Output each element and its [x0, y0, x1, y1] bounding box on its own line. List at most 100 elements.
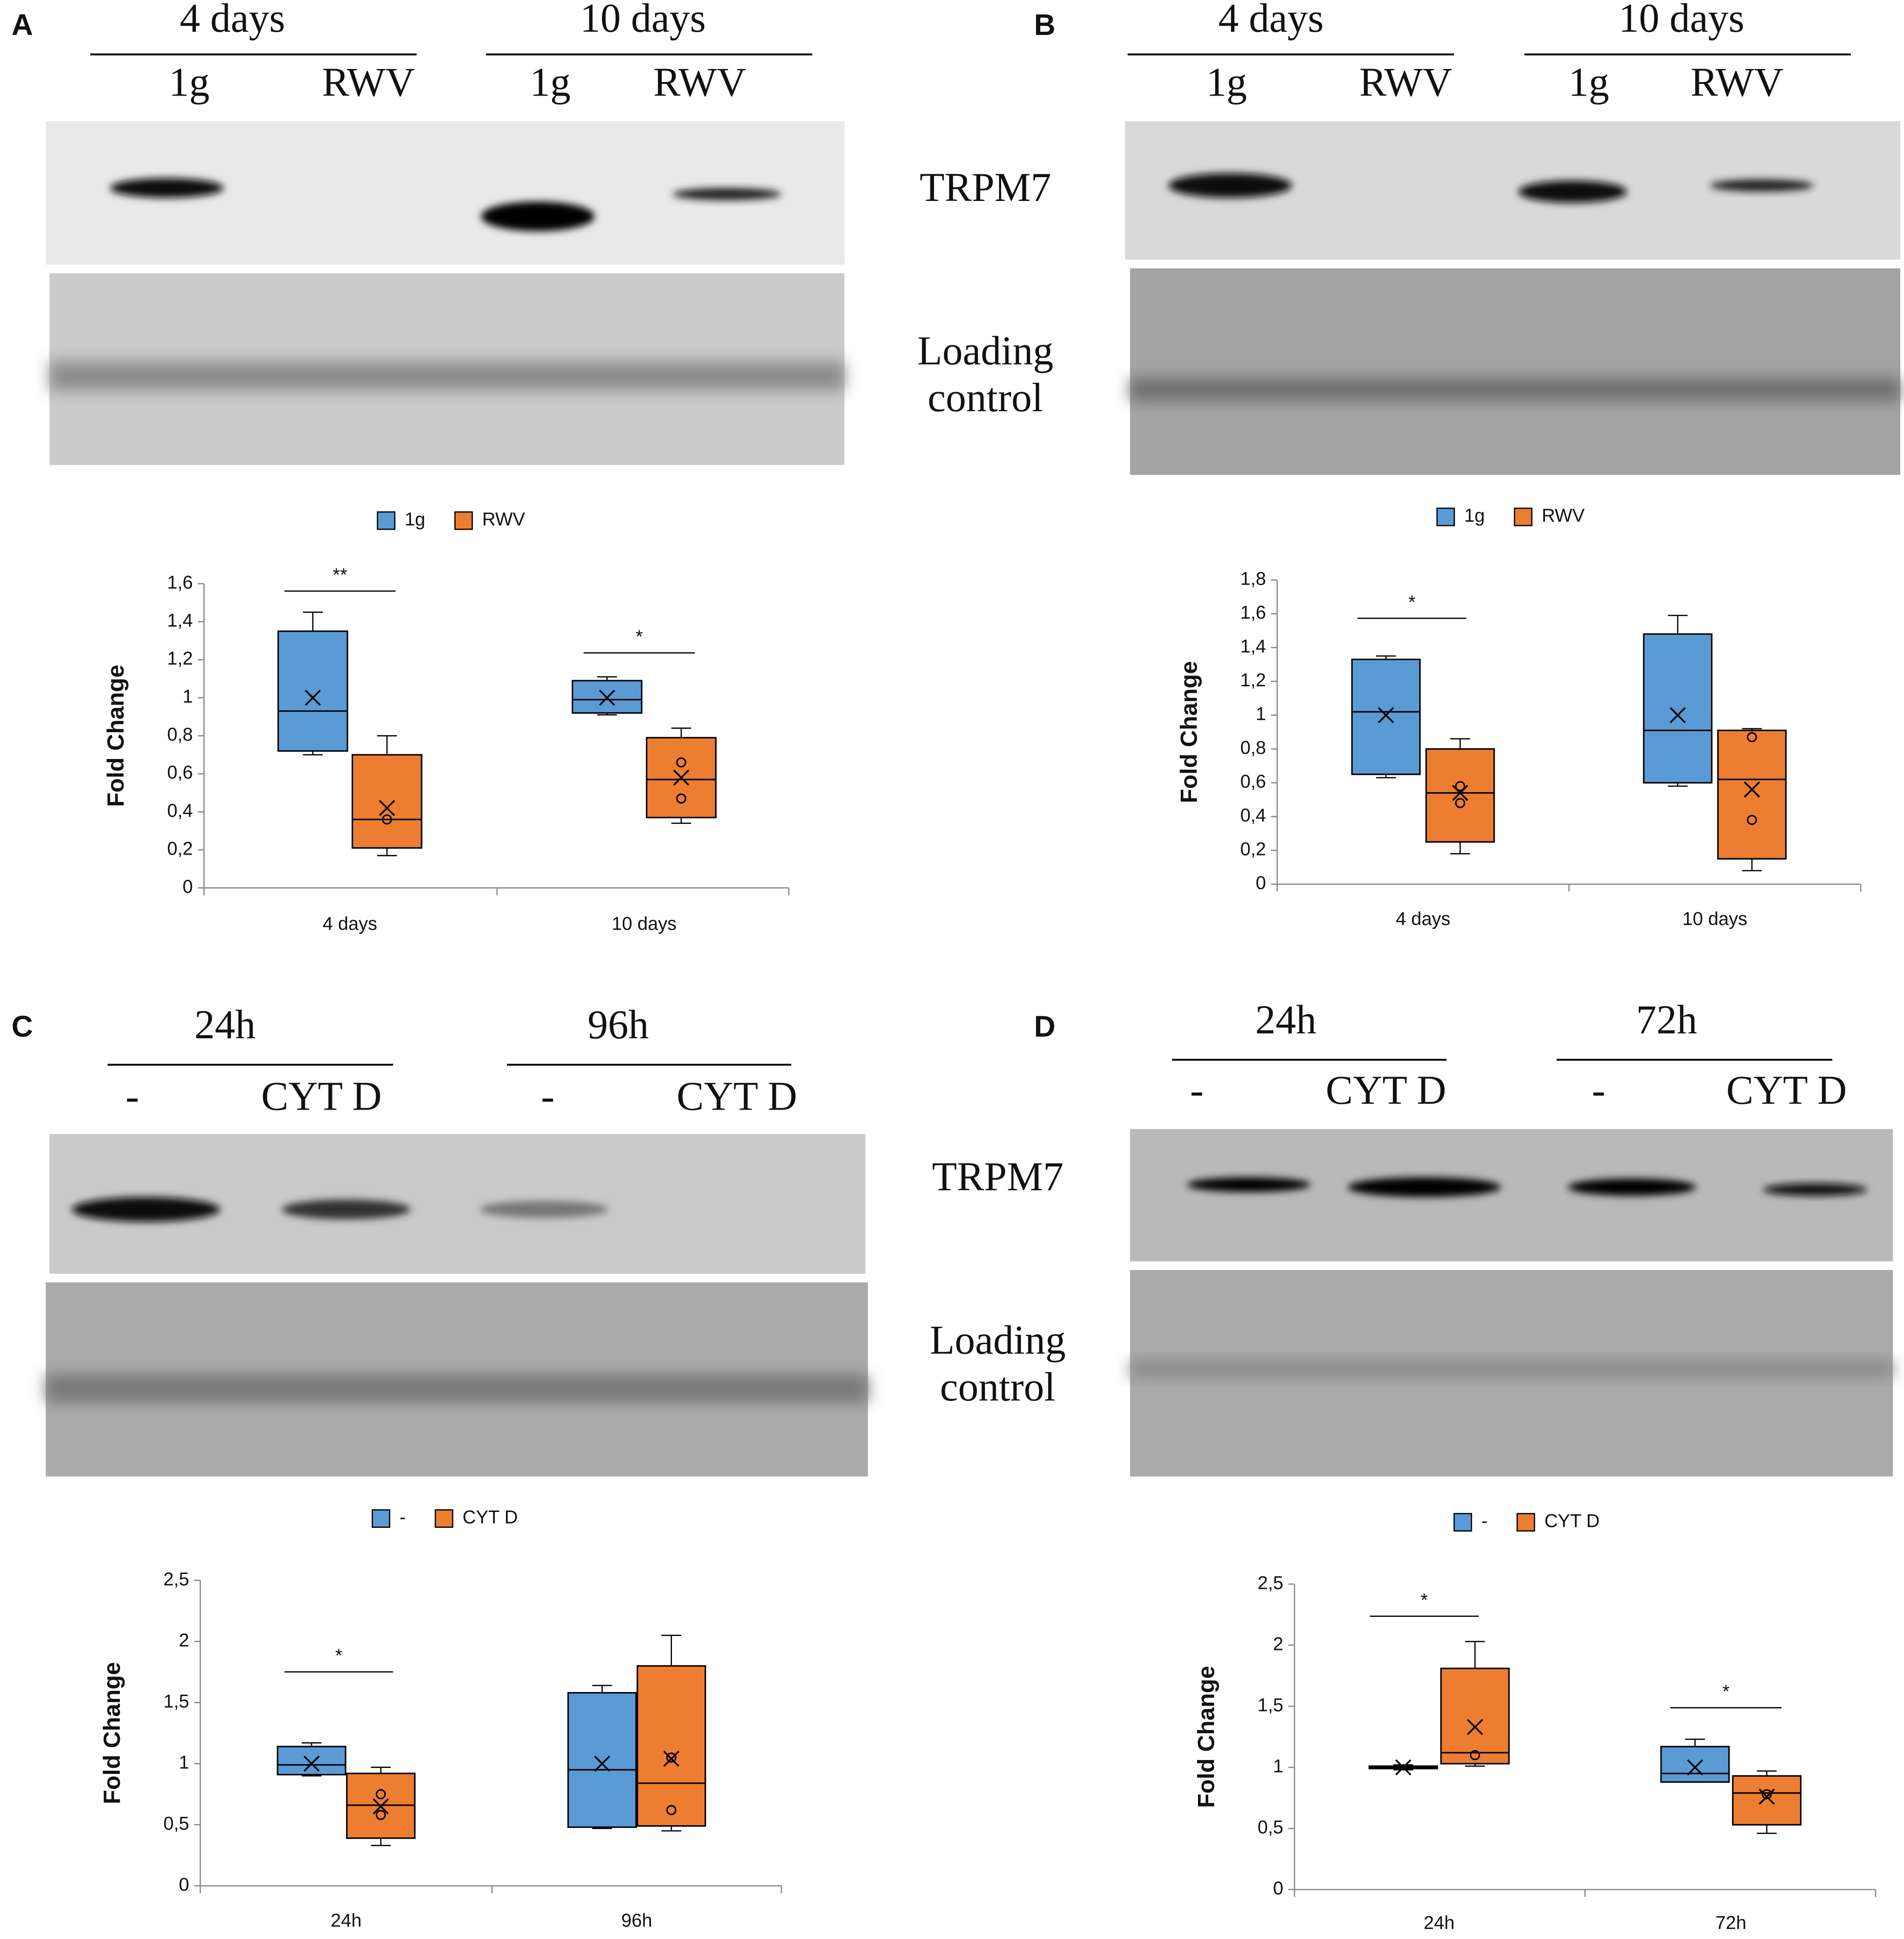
- significance-label: **: [333, 565, 347, 586]
- panel-letter: B: [1034, 8, 1055, 41]
- group-label: 10 days: [580, 0, 706, 41]
- y-tick-label: 0,6: [167, 762, 193, 783]
- lane-label: CYT D: [1726, 1067, 1847, 1112]
- box: [1351, 658, 1421, 775]
- mean-marker: [1744, 781, 1760, 798]
- mean-marker: [1669, 707, 1686, 724]
- y-tick-label: 1,4: [1240, 636, 1266, 656]
- legend-swatch: [435, 1509, 454, 1528]
- data-point: [666, 1752, 677, 1763]
- group-label: 72h: [1636, 997, 1697, 1042]
- data-point: [381, 814, 392, 825]
- panel-letter: D: [1034, 1010, 1055, 1043]
- lane-label: CYT D: [677, 1074, 797, 1119]
- y-tick-label: 0,8: [1240, 738, 1266, 758]
- group-label: 24h: [194, 1002, 256, 1047]
- blot-label: control: [928, 375, 1043, 420]
- legend: - CYT D: [372, 1507, 518, 1528]
- data-point: [1761, 1789, 1772, 1800]
- band: [110, 178, 224, 198]
- y-tick-label: 2,5: [1258, 1573, 1283, 1593]
- y-tick-label: 1,8: [1240, 568, 1266, 589]
- lane-label: RWV: [1359, 60, 1452, 105]
- blots: [46, 121, 1901, 1477]
- box: [277, 1746, 346, 1776]
- y-tick-label: 0: [182, 876, 193, 897]
- mean-marker: [379, 800, 395, 816]
- y-tick-label: 0: [1256, 873, 1266, 893]
- legend-label: 1g: [405, 509, 425, 530]
- y-axis-label: Fold Change: [98, 1662, 125, 1804]
- band: [1168, 173, 1292, 198]
- legend: 1g RWV: [1436, 505, 1585, 526]
- data-point: [1747, 732, 1757, 742]
- lane-label: -: [1190, 1067, 1204, 1112]
- legend-swatch: [372, 1509, 390, 1528]
- legend: 1g RWV: [377, 509, 525, 530]
- band: [1347, 1177, 1501, 1197]
- data-point: [1470, 1750, 1480, 1760]
- band: [46, 1375, 868, 1402]
- group-label: 96h: [588, 1002, 649, 1047]
- lane-label: 1g: [530, 60, 570, 105]
- data-point: [676, 757, 686, 768]
- panel-letter: A: [12, 8, 33, 41]
- data-point: [666, 1805, 677, 1815]
- y-tick-label: 2: [1273, 1634, 1283, 1654]
- lane-label: RWV: [322, 60, 415, 105]
- significance-label: *: [1421, 1590, 1428, 1610]
- mean-marker: [1378, 707, 1394, 724]
- panel-letter: C: [12, 1010, 33, 1043]
- y-axis-label: Fold Change: [1176, 661, 1202, 803]
- legend: - CYT D: [1453, 1511, 1600, 1532]
- mean-marker: [663, 1751, 679, 1767]
- y-tick-label: 1,6: [167, 572, 193, 593]
- data-point: [1455, 781, 1466, 792]
- box: [1732, 1775, 1802, 1826]
- x-tick-label: 10 days: [612, 914, 677, 934]
- band: [1567, 1178, 1696, 1196]
- y-tick-label: 1: [1256, 704, 1266, 724]
- legend-label: -: [400, 1507, 406, 1528]
- legend-swatch: [454, 511, 473, 530]
- band: [1130, 378, 1901, 401]
- significance-label: *: [1408, 592, 1415, 613]
- band: [481, 201, 595, 232]
- significance-label: *: [1722, 1682, 1729, 1702]
- legend-label: CYT D: [1544, 1511, 1600, 1532]
- box: [1643, 633, 1713, 784]
- blot-label: control: [940, 1364, 1056, 1409]
- blot-label: TRPM7: [932, 1154, 1064, 1199]
- x-tick-label: 96h: [621, 1910, 652, 1931]
- legend-label: RWV: [1542, 505, 1585, 526]
- y-tick-label: 1: [1273, 1756, 1283, 1776]
- y-tick-label: 0,6: [1240, 771, 1266, 792]
- legend-swatch: [377, 511, 395, 530]
- band: [1710, 179, 1814, 192]
- y-tick-label: 1,4: [167, 610, 193, 631]
- lane-label: -: [1592, 1067, 1606, 1112]
- mean-marker: [1467, 1719, 1483, 1735]
- data-point: [375, 1789, 386, 1800]
- legend-label: -: [1482, 1511, 1488, 1532]
- lane-label: -: [125, 1074, 139, 1119]
- band: [71, 1197, 220, 1222]
- band: [479, 1201, 609, 1218]
- box: [1660, 1746, 1730, 1783]
- lane-label: -: [541, 1074, 554, 1119]
- lane-label: RWV: [1690, 60, 1783, 105]
- group-label: 24h: [1255, 997, 1316, 1042]
- band: [49, 361, 845, 391]
- mean-marker: [1687, 1759, 1703, 1776]
- x-tick-label: 4 days: [323, 914, 377, 934]
- y-tick-label: 0,2: [1240, 839, 1266, 859]
- group-label: 4 days: [180, 0, 285, 41]
- y-axis-label: Fold Change: [1193, 1666, 1219, 1808]
- y-tick-label: 1,6: [1240, 602, 1266, 623]
- x-tick-label: 4 days: [1396, 909, 1450, 929]
- box: [567, 1692, 637, 1828]
- y-tick-label: 1,5: [1258, 1695, 1283, 1715]
- mean-marker: [373, 1798, 389, 1815]
- blot-label: TRPM7: [920, 165, 1051, 210]
- box: [277, 630, 348, 752]
